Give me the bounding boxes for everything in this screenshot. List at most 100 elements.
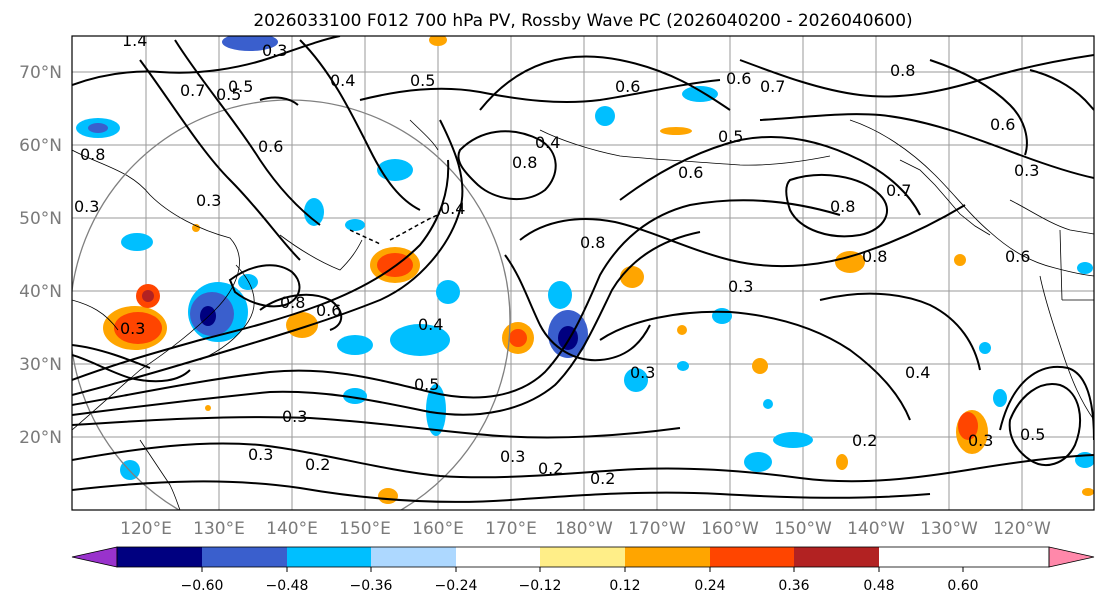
contour-label: 0.3 (728, 277, 753, 296)
colorbar-bin (794, 547, 879, 567)
shade-positive (142, 290, 154, 302)
colorbar-tick-label: 0.12 (609, 578, 640, 594)
shade-negative (1077, 262, 1093, 274)
colorbar-tick-labels: −0.60 −0.48 −0.36 −0.24 −0.12 0.12 0.24 … (181, 578, 979, 594)
shade-positive (509, 329, 527, 347)
contour-label: 0.3 (248, 445, 273, 464)
contour-label: 0.8 (862, 247, 887, 266)
shade-negative (426, 384, 446, 436)
lon-label: 140°W (847, 519, 905, 539)
contour-label: 0.3 (196, 191, 221, 210)
contour-label: 0.5 (718, 127, 743, 146)
contour-label: 0.3 (120, 319, 145, 338)
shade-negative (88, 123, 108, 133)
lon-label: 160°W (701, 519, 759, 539)
lat-label: 20°N (19, 428, 62, 448)
shade-negative (712, 308, 732, 324)
colorbar-bin (710, 547, 794, 567)
shade-negative (238, 274, 258, 290)
contour-label: 0.4 (418, 315, 443, 334)
colorbar-tick-label: −0.24 (435, 578, 478, 594)
colorbar-tick-label: −0.48 (266, 578, 309, 594)
shade-positive (205, 405, 211, 411)
lon-label: 150°W (774, 519, 832, 539)
contour-label: 0.8 (830, 197, 855, 216)
contour-label: 0.6 (1005, 247, 1030, 266)
shade-negative (343, 388, 367, 404)
shade-positive (620, 266, 644, 288)
shade-negative (744, 452, 772, 472)
contour-label: 0.2 (305, 455, 330, 474)
lon-axis-labels: 120°E 130°E 140°E 150°E 160°E 170°E 180°… (120, 519, 1051, 539)
shade-negative (390, 324, 450, 356)
colorbar-bin (625, 547, 710, 567)
shade-negative (595, 106, 615, 126)
colorbar-bin (287, 547, 371, 567)
colorbar-tick-label: −0.60 (181, 578, 224, 594)
pv-contours (72, 36, 1094, 503)
contour-label: 0.3 (74, 197, 99, 216)
map-panel: 1.4 0.3 0.5 0.4 0.6 0.7 0.8 0.5 0.4 0.8 … (19, 35, 1095, 539)
contour-label: 0.7 (180, 81, 205, 100)
lon-label: 130°E (193, 519, 245, 539)
shade-negative (337, 335, 373, 355)
colorbar-tick-label: 0.24 (694, 578, 725, 594)
shade-positive (114, 312, 162, 344)
colorbar-extend-max (1048, 546, 1095, 568)
colorbar-bin (202, 547, 287, 567)
shade-positive (660, 127, 692, 135)
contour-label: 0.5 (216, 85, 241, 104)
shade-positive (1082, 488, 1094, 496)
contour-label: 0.3 (500, 447, 525, 466)
contour-label: 0.5 (228, 77, 253, 96)
colorbar-tick-label: −0.12 (519, 578, 562, 594)
contour-label: 0.8 (280, 293, 305, 312)
pc-shading (76, 36, 1094, 504)
colorbar-tick-label: 0.60 (947, 578, 978, 594)
contour-label: 0.7 (760, 77, 785, 96)
contour-label: 0.6 (678, 163, 703, 182)
shade-negative (121, 233, 153, 251)
contour-label: 0.3 (262, 41, 287, 60)
contour-label: 0.3 (630, 363, 655, 382)
contour-label: 0.6 (990, 115, 1015, 134)
shade-negative (773, 432, 813, 448)
lat-label: 40°N (19, 282, 62, 302)
colorbar: −0.60 −0.48 −0.36 −0.24 −0.12 0.12 0.24 … (71, 546, 1095, 594)
contour-label: 0.5 (410, 71, 435, 90)
lon-label: 170°E (485, 519, 537, 539)
lon-label: 180°W (555, 519, 613, 539)
shade-positive (835, 251, 865, 273)
coastlines (72, 119, 1094, 510)
lat-label: 70°N (19, 63, 62, 83)
shade-negative (677, 361, 689, 371)
contour-label: 0.8 (80, 145, 105, 164)
contour-label: 0.3 (282, 407, 307, 426)
figure-title: 2026033100 F012 700 hPa PV, Rossby Wave … (253, 11, 912, 31)
contour-label: 0.8 (580, 233, 605, 252)
colorbar-bin (371, 547, 456, 567)
contour-label: 0.2 (852, 431, 877, 450)
lon-label: 120°E (120, 519, 172, 539)
shade-negative (304, 198, 324, 226)
colorbar-bin (540, 547, 625, 567)
contour-label: 0.3 (1014, 161, 1039, 180)
contour-label: 0.5 (414, 375, 439, 394)
lat-axis-labels: 70°N 60°N 50°N 40°N 30°N 20°N (19, 63, 62, 448)
lon-label: 120°W (993, 519, 1051, 539)
shade-negative (993, 389, 1007, 407)
shade-negative (682, 86, 718, 102)
colorbar-ticks (201, 567, 964, 572)
shade-positive (752, 358, 768, 374)
map-background (72, 36, 1094, 510)
shade-positive (286, 312, 318, 338)
contour-label: 0.2 (590, 469, 615, 488)
shade-positive (378, 488, 398, 504)
contour-label: 0.8 (512, 153, 537, 172)
shade-positive (958, 412, 978, 440)
lat-label: 60°N (19, 136, 62, 156)
shade-negative (763, 399, 773, 409)
contour-label: 0.4 (440, 199, 465, 218)
shade-negative (979, 342, 991, 354)
